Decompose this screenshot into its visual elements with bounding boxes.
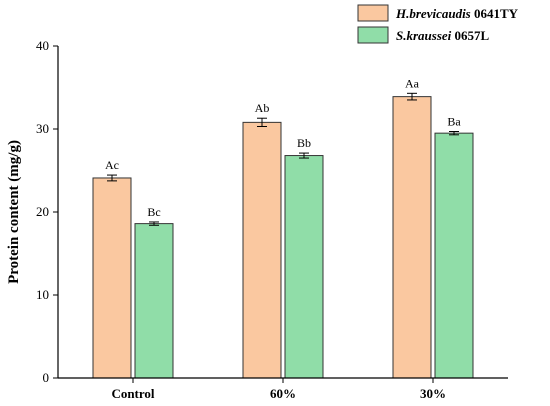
plot-area: Ac Bc Ab Bb Aa Ba (92, 76, 474, 379)
legend-label-strain: 0657L (451, 28, 489, 43)
bar (92, 177, 132, 379)
y-tick-label: 30 (36, 121, 49, 136)
bar (434, 132, 474, 379)
legend-swatch (357, 26, 389, 44)
y-axis: 0 10 20 30 40 (36, 38, 59, 385)
y-tick-label: 0 (43, 370, 50, 385)
significance-label: Bb (297, 136, 311, 150)
y-tick-label: 20 (36, 204, 49, 219)
y-tick-label: 40 (36, 38, 49, 53)
bar (134, 223, 174, 379)
legend-label: S.kraussei 0657L (396, 28, 490, 43)
y-tick-label: 10 (36, 287, 49, 302)
significance-label: Aa (405, 76, 420, 90)
x-axis: Control 60% 30% (58, 377, 508, 401)
legend-swatch (357, 4, 389, 22)
x-tick-label: 30% (420, 386, 446, 401)
legend-label-strain: 0641TY (471, 6, 519, 21)
legend: H.brevicaudis 0641TY S.kraussei 0657L (357, 4, 519, 44)
bar (242, 121, 282, 379)
significance-label: Bc (147, 205, 160, 219)
x-tick-label: 60% (270, 386, 296, 401)
legend-label-species: S.kraussei (396, 28, 452, 43)
significance-label: Ac (105, 158, 119, 172)
y-axis-title: Protein content (mg/g) (6, 140, 22, 284)
legend-label: H.brevicaudis 0641TY (395, 6, 519, 21)
bar (392, 96, 432, 379)
significance-label: Ba (447, 114, 461, 128)
significance-label: Ab (255, 101, 270, 115)
x-tick-label: Control (111, 386, 154, 401)
bar (284, 155, 324, 379)
legend-label-species: H.brevicaudis (395, 6, 471, 21)
